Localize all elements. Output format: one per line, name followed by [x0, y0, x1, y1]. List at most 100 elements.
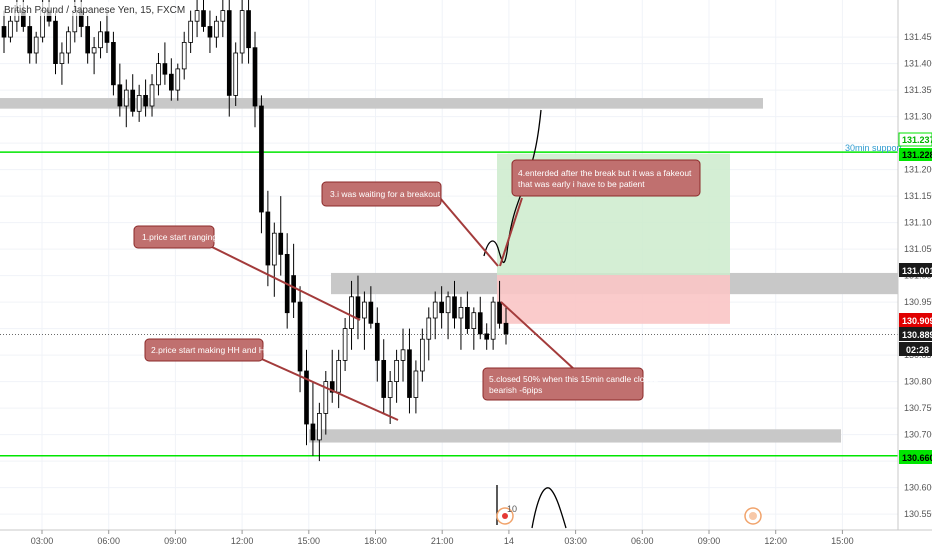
annotation-note-1[interactable]: 1.price start ranging: [133, 225, 217, 249]
candle: [181, 31, 187, 80]
candle: [413, 360, 419, 414]
price-tick-label: 130.750: [904, 403, 932, 413]
candle: [471, 307, 477, 350]
candle: [98, 21, 103, 59]
time-tick-label: 09:00: [164, 536, 187, 546]
time-tick-label: 12:00: [231, 536, 254, 546]
annotation-note-4[interactable]: 4.enterded after the break but it was a …: [511, 159, 701, 197]
price-tag-130909: 130.909: [899, 313, 932, 327]
svg-text:131.001: 131.001: [902, 266, 932, 276]
candle-body-bull: [323, 381, 329, 414]
candle-body-bull: [426, 317, 432, 340]
price-tag-131228: 131.228: [899, 148, 932, 161]
annotation-note-3[interactable]: 3.i was waiting for a breakout: [321, 181, 442, 207]
time-tick-label: 14: [504, 536, 514, 546]
candle: [374, 307, 380, 382]
svg-text:130.660: 130.660: [902, 453, 932, 463]
note-3-text: 3.i was waiting for a breakout: [330, 189, 441, 199]
candle: [27, 15, 33, 64]
candle: [188, 10, 193, 53]
candle: [368, 286, 374, 329]
candle-body-bull: [233, 52, 239, 96]
candle: [259, 95, 264, 234]
candle: [111, 31, 116, 96]
candle-body-bear: [207, 26, 213, 38]
candle-body-bull: [66, 31, 71, 54]
candle: [194, 0, 200, 38]
candle-body-bear: [259, 105, 264, 213]
candle: [123, 79, 129, 128]
svg-text:130.889: 130.889: [902, 330, 932, 340]
candle-body-bear: [246, 10, 251, 49]
support-label: 30min support: [845, 143, 903, 153]
candle-body-bear: [265, 211, 271, 266]
candle-body-bull: [458, 306, 464, 319]
candle: [387, 371, 393, 424]
candle-body-bull: [342, 328, 348, 361]
candle: [407, 328, 412, 414]
svg-text:131.228: 131.228: [902, 150, 932, 160]
note-2-text: 2.price start making HH and HL: [151, 345, 270, 355]
annotation-note-5[interactable]: 5.closed 50% when this 15min candle clos…: [482, 367, 658, 401]
candle-body-bear: [85, 26, 90, 54]
candle: [420, 328, 425, 382]
candle-body-bull: [432, 301, 438, 319]
candle: [484, 323, 490, 350]
candle-body-bull: [33, 36, 39, 54]
candle-body-bear: [310, 423, 316, 441]
candle: [503, 307, 509, 345]
candle-body-bear: [117, 84, 123, 107]
candle-body-bear: [226, 10, 232, 96]
price-tag-131001: 131.001: [899, 263, 932, 277]
candle-body-bear: [381, 359, 387, 398]
candle: [271, 222, 277, 297]
candle: [465, 291, 470, 334]
candle-body-bull: [362, 301, 367, 319]
candle-body-bull: [271, 232, 277, 266]
event-badge[interactable]: 10: [496, 504, 517, 525]
candle: [130, 74, 136, 117]
time-axis[interactable]: 03:00 06:00 09:00 12:00 15:00 18:00 21:00 14 03:…: [31, 530, 854, 546]
candle-body-bull: [239, 10, 245, 54]
candle-body-bull: [220, 10, 226, 22]
title-backdrop: [0, 2, 128, 16]
candle-body-bull: [98, 31, 103, 49]
price-tick-label: 130.950: [904, 297, 932, 307]
candle-body-bull: [413, 370, 419, 398]
candle-body-bull: [349, 296, 354, 329]
candle-body-bear: [130, 89, 136, 112]
candle: [85, 15, 90, 64]
time-tick-label: 06:00: [97, 536, 120, 546]
candle-body-bull: [490, 301, 496, 340]
price-tag-130889: 130.889: [899, 327, 932, 341]
candle: [220, 0, 226, 38]
candle-body-bull: [181, 42, 187, 70]
candle-body-bear: [304, 370, 309, 425]
candle: [477, 296, 483, 340]
candle-body-bear: [1, 26, 7, 38]
price-tick-label: 131.450: [904, 32, 932, 42]
candle: [252, 31, 258, 128]
price-tick-label: 130.800: [904, 377, 932, 387]
candle-body-bear: [111, 42, 116, 86]
price-tick-label: 131.300: [904, 112, 932, 122]
svg-text:02:28: 02:28: [906, 345, 929, 355]
time-tick-label: 06:00: [631, 536, 654, 546]
annotation-note-2[interactable]: 2.price start making HH and HL: [144, 338, 270, 362]
candle-body-bull: [400, 349, 406, 361]
candle-body-bull: [336, 359, 341, 393]
stop-loss-zone[interactable]: [497, 275, 730, 324]
time-tick-label: 03:00: [564, 536, 587, 546]
annotation-connectors: [211, 197, 576, 421]
earnings-badge-icon[interactable]: [744, 507, 762, 525]
time-tick-label: 03:00: [31, 536, 54, 546]
resistance-zone-upper[interactable]: [0, 98, 763, 109]
candle-body-bear: [329, 381, 335, 393]
support-zone-lower[interactable]: [309, 429, 841, 443]
svg-text:130.909: 130.909: [902, 316, 932, 326]
candle-body-bear: [201, 10, 206, 27]
price-tag-130660: 130.660: [899, 450, 932, 464]
candle-body-bear: [497, 301, 502, 324]
candle: [336, 349, 341, 409]
